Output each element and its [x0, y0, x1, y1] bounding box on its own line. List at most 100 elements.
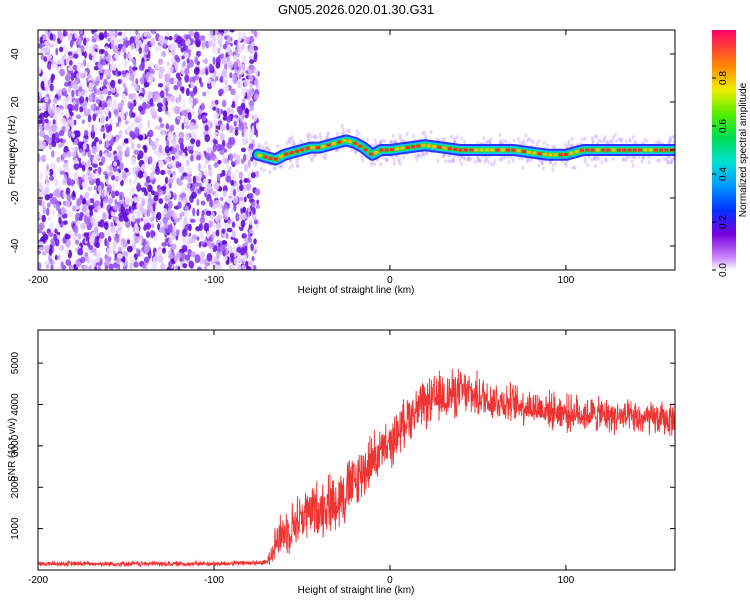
spectrogram-noise-cell — [116, 86, 122, 93]
spectrogram-noise-cell — [233, 238, 239, 244]
spectrogram-noise-cell — [94, 126, 98, 135]
spectrogram-noise-cell — [66, 95, 73, 104]
spectrogram-noise-cell — [112, 45, 119, 54]
spectrogram-noise-cell — [84, 87, 88, 97]
spectrogram-noise-cell — [186, 182, 191, 189]
spectrogram-noise-cell — [74, 239, 80, 245]
spectrogram-noise-cell — [154, 166, 159, 173]
spectrogram-noise-cell — [211, 242, 215, 248]
spectrogram-noise-cell — [137, 134, 144, 140]
spectrogram-noise-cell — [70, 146, 76, 152]
spectrogram-ridge-core — [316, 146, 321, 150]
spectrogram-halo-cell — [285, 140, 289, 145]
spectrogram-halo-cell — [392, 161, 396, 166]
spectrogram-ridge-core — [484, 148, 489, 152]
spectrogram-halo-cell — [310, 157, 314, 162]
spectrogram-noise-cell — [82, 143, 87, 150]
spectrogram-noise-cell — [212, 131, 219, 136]
spectrogram-noise-cell — [147, 156, 153, 165]
spectrogram-halo-cell — [672, 140, 675, 145]
spectrogram-noise-cell — [168, 260, 173, 268]
spectrogram-ridge-core — [521, 150, 526, 154]
spectrogram-noise-cell — [124, 86, 128, 94]
spectrogram-noise-cell — [193, 67, 200, 76]
spectrogram-noise-cell — [134, 84, 140, 92]
spectrogram-noise-cell — [50, 162, 56, 171]
spectrogram-noise-cell — [240, 219, 246, 228]
spectrogram-noise-cell — [248, 75, 253, 80]
spectrogram-noise-cell — [246, 182, 252, 192]
spectrogram-noise-cell — [125, 146, 130, 156]
spectrogram-noise-cell — [73, 80, 79, 85]
y-tick-label: 0 — [10, 147, 21, 153]
spectrogram-noise-cell — [142, 73, 146, 79]
spectrogram-halo-cell — [265, 146, 269, 151]
spectrogram-halo-cell — [443, 137, 447, 142]
spectrogram-noise-cell — [154, 46, 159, 53]
spectrogram-halo-cell — [288, 136, 292, 141]
spectrogram-noise-cell — [171, 243, 177, 250]
spectrogram-noise-cell — [98, 63, 103, 73]
spectrogram-noise-cell — [223, 215, 229, 220]
spectrogram-noise-cell — [240, 158, 245, 165]
spectrogram-noise-cell — [193, 75, 200, 81]
spectrogram-halo-cell — [311, 154, 315, 159]
spectrogram-noise-cell — [66, 177, 72, 186]
spectrogram-halo-cell — [477, 157, 481, 162]
spectrogram-noise-cell — [205, 210, 212, 216]
spectrogram-noise-cell — [201, 115, 207, 122]
spectrogram-noise-cell — [45, 181, 50, 189]
spectrogram-noise-cell — [74, 103, 79, 112]
spectrogram-halo-cell — [633, 139, 637, 144]
spectrogram-halo-cell — [605, 139, 609, 144]
spectrogram-noise-cell — [57, 254, 61, 261]
spectrogram-noise-cell — [170, 65, 174, 73]
spectrogram-noise-cell — [157, 107, 163, 113]
spectrogram-noise-cell — [122, 212, 128, 219]
spectrogram-noise-cell — [71, 89, 75, 98]
spectrogram-noise-cell — [176, 218, 180, 223]
spectrogram-noise-cell — [240, 212, 247, 221]
spectrogram-halo-cell — [276, 143, 280, 148]
spectrogram-noise-cell — [138, 64, 145, 71]
spectrogram-noise-cell — [158, 70, 164, 80]
spectrogram-noise-cell — [241, 130, 245, 138]
spectrogram-halo-cell — [485, 157, 489, 162]
spectrogram-noise-cell — [98, 231, 105, 239]
spectrogram-noise-cell — [92, 163, 98, 168]
spectrogram-noise-cell — [189, 218, 196, 223]
spectrogram-noise-cell — [223, 255, 228, 262]
spectrogram-noise-cell — [38, 181, 43, 190]
spectrogram-halo-cell — [520, 156, 524, 161]
spectrogram-halo-cell — [349, 148, 353, 153]
spectrogram-halo-cell — [370, 160, 374, 165]
spectrogram-noise-cell — [149, 172, 155, 181]
spectrogram-halo-cell — [307, 154, 311, 159]
spectrogram-noise-cell — [181, 152, 186, 160]
spectrogram-noise-cell — [221, 240, 227, 245]
spectrogram-halo-cell — [630, 159, 634, 164]
spectrogram-halo-cell — [310, 157, 314, 162]
spectrogram-noise-cell — [38, 104, 41, 110]
spectrogram-ridge-core — [368, 152, 373, 156]
spectrogram-halo-cell — [670, 159, 674, 164]
spectrogram-noise-cell — [59, 245, 65, 251]
spectrogram-halo-cell — [628, 138, 632, 143]
spectrogram-noise-cell — [180, 211, 185, 217]
spectrogram-noise-cell — [151, 111, 158, 120]
spectrogram-halo-cell — [486, 139, 490, 144]
spectrogram-noise-cell — [106, 247, 112, 256]
spectrogram-noise-cell — [251, 201, 256, 208]
spectrogram-noise-cell — [76, 197, 82, 207]
colorbar-tick-label: 0.0 — [718, 263, 729, 277]
spectrogram-ridge-core — [384, 148, 389, 152]
spectrogram-noise-cell — [201, 210, 205, 216]
spectrogram-noise-cell — [194, 56, 199, 65]
spectrogram-halo-cell — [489, 137, 493, 142]
spectrogram-halo-cell — [594, 135, 598, 140]
spectrogram-noise-cell — [217, 47, 221, 55]
spectrogram-noise-cell — [54, 39, 58, 47]
spectrogram-halo-cell — [424, 134, 428, 139]
spectrogram-halo-cell — [259, 166, 263, 171]
spectrogram-ridge-core — [453, 147, 458, 151]
